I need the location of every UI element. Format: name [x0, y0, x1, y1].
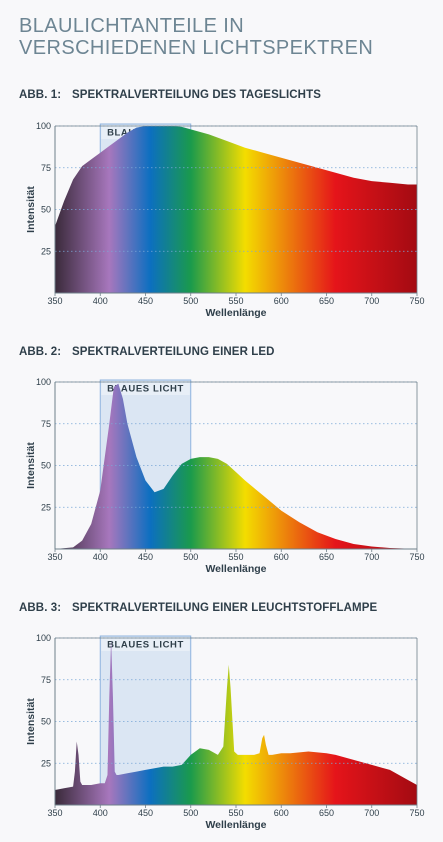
- y-tick-label: 100: [36, 633, 51, 643]
- x-tick-label: 550: [228, 808, 243, 818]
- y-tick-label: 75: [41, 675, 51, 685]
- y-tick-label: 50: [41, 717, 51, 727]
- chart-fluorescent: BLAUES LICHT 25 50 75 100 350 400 450 500 550 600 6…: [25, 633, 425, 831]
- blue-light-label-bg: [101, 381, 190, 395]
- spectrum-area: [55, 639, 417, 805]
- figure-1-title: SPEKTRALVERTEILUNG DES TAGESLICHTS: [72, 89, 321, 101]
- x-tick-label: 600: [274, 808, 289, 818]
- chart-led: BLAUES LICHT 25 50 75 100 350 400 450 500 550 600 6…: [25, 377, 425, 575]
- x-tick-label: 550: [228, 552, 243, 562]
- x-tick-label: 650: [319, 552, 334, 562]
- figure-3-title: SPEKTRALVERTEILUNG EINER LEUCHTSTOFFLAMP…: [72, 602, 378, 614]
- x-tick-label: 750: [409, 808, 424, 818]
- x-tick-label: 750: [409, 296, 424, 306]
- x-tick-label: 550: [228, 296, 243, 306]
- spectrum-area: [55, 383, 417, 549]
- x-tick-label: 700: [364, 552, 379, 562]
- figure-2-heading: ABB. 2: SPEKTRALVERTEILUNG EINER LED: [19, 346, 275, 358]
- x-tick-label: 450: [138, 808, 153, 818]
- y-tick-label: 25: [41, 502, 51, 512]
- chart-daylight: BLAUES LICHT2550751003504004505005506006…: [25, 121, 425, 319]
- x-tick-label: 450: [138, 296, 153, 306]
- figure-1-heading: ABB. 1: SPEKTRALVERTEILUNG DES TAGESLICHT…: [19, 89, 321, 101]
- y-tick-label: 100: [36, 121, 51, 131]
- x-tick-label: 350: [47, 808, 62, 818]
- figure-3-number: ABB. 3:: [19, 602, 62, 614]
- x-tick-label: 700: [364, 296, 379, 306]
- x-tick-label: 400: [93, 808, 108, 818]
- x-tick-label: 400: [93, 296, 108, 306]
- x-axis-label: Wellenlänge: [205, 819, 266, 831]
- y-axis-label: Intensität: [25, 442, 37, 489]
- x-tick-label: 600: [274, 552, 289, 562]
- x-tick-label: 450: [138, 552, 153, 562]
- x-tick-label: 500: [183, 296, 198, 306]
- x-tick-label: 350: [47, 552, 62, 562]
- y-axis-label: Intensität: [25, 698, 37, 745]
- x-tick-label: 500: [183, 552, 198, 562]
- x-tick-label: 400: [93, 552, 108, 562]
- x-tick-label: 350: [47, 296, 62, 306]
- x-tick-label: 650: [319, 808, 334, 818]
- y-tick-label: 100: [36, 377, 51, 387]
- blue-light-label-bg: [101, 637, 190, 651]
- x-tick-label: 650: [319, 296, 334, 306]
- blue-light-label: BLAUES LICHT: [107, 640, 184, 651]
- title-line-1: BLAULICHTANTEILE IN: [19, 15, 245, 37]
- y-tick-label: 75: [41, 419, 51, 429]
- y-tick-label: 50: [41, 205, 51, 215]
- figure-2-number: ABB. 2:: [19, 346, 62, 358]
- x-tick-label: 500: [183, 808, 198, 818]
- blue-light-label: BLAUES LICHT: [107, 384, 184, 395]
- x-axis-label: Wellenlänge: [205, 563, 266, 575]
- y-tick-label: 50: [41, 461, 51, 471]
- y-axis-label: Intensität: [25, 186, 37, 233]
- title-line-2: VERSCHIEDENEN LICHTSPEKTREN: [19, 37, 374, 59]
- y-tick-label: 25: [41, 758, 51, 768]
- page-title: BLAULICHTANTEILE IN VERSCHIEDENEN LICHTS…: [19, 15, 373, 59]
- figure-3-heading: ABB. 3: SPEKTRALVERTEILUNG EINER LEUCHTST…: [19, 602, 377, 614]
- x-tick-label: 750: [409, 552, 424, 562]
- x-tick-label: 700: [364, 808, 379, 818]
- figure-2-title: SPEKTRALVERTEILUNG EINER LED: [72, 346, 275, 358]
- y-tick-label: 75: [41, 163, 51, 173]
- x-tick-label: 600: [274, 296, 289, 306]
- figure-1-number: ABB. 1:: [19, 89, 62, 101]
- y-tick-label: 25: [41, 246, 51, 256]
- x-axis-label: Wellenlänge: [205, 307, 266, 319]
